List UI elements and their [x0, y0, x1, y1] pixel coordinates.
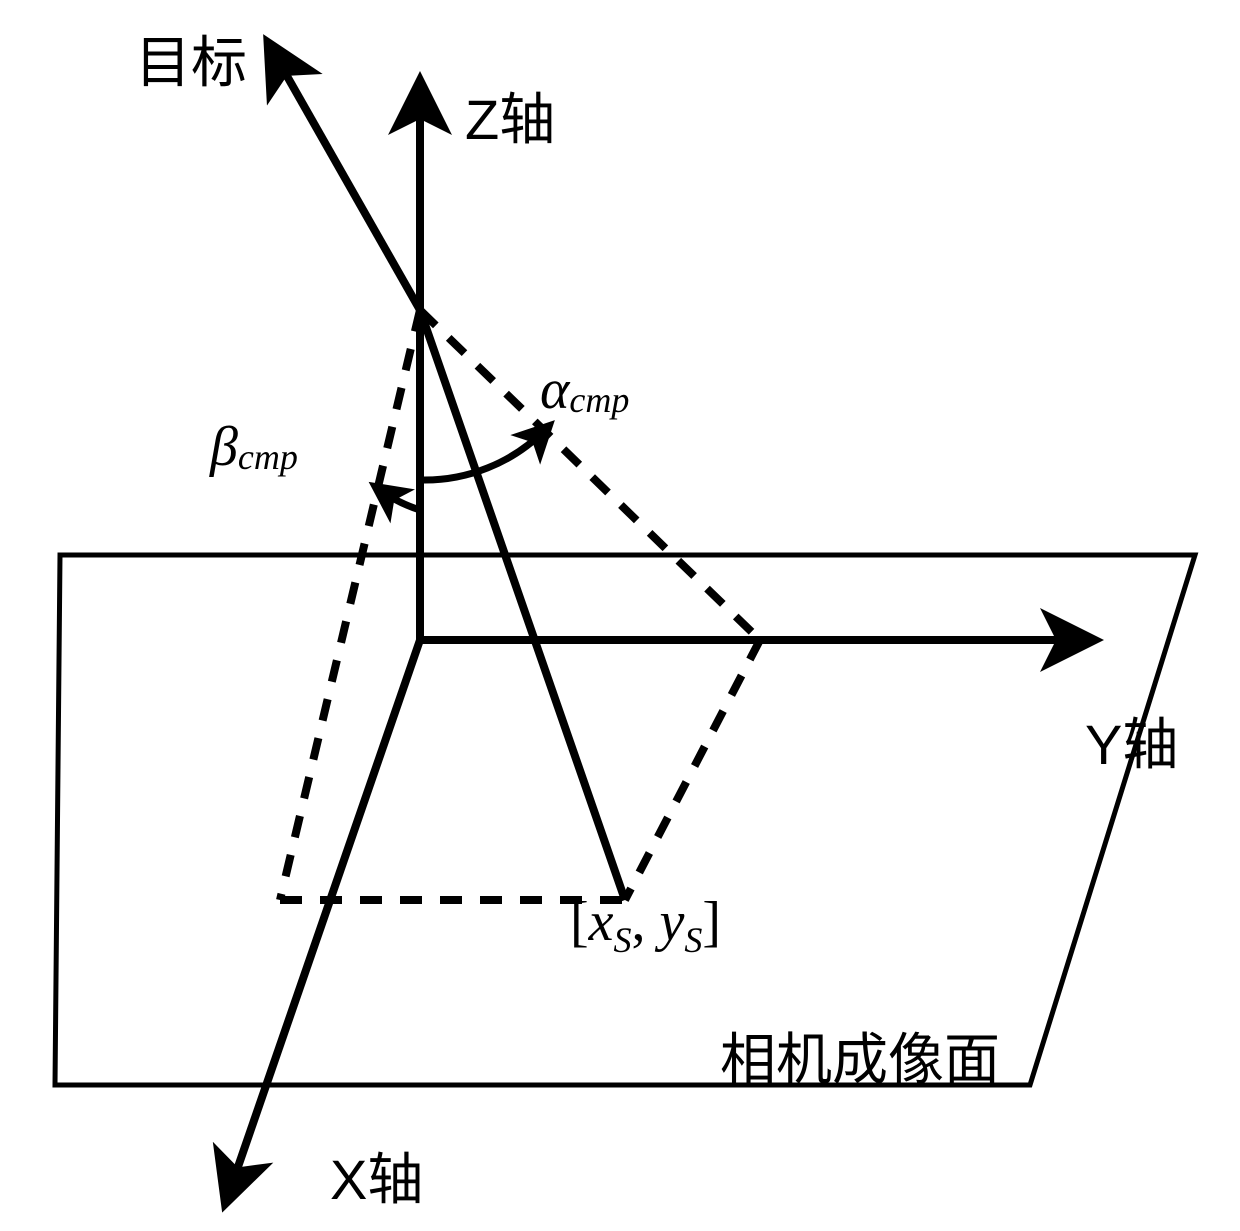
beta-label: βcmp	[210, 415, 298, 479]
alpha-label: αcmp	[540, 358, 629, 422]
beta-sub: cmp	[238, 437, 298, 477]
diagram-svg	[0, 0, 1240, 1231]
y-axis-label: Y轴	[1085, 700, 1178, 781]
beta-symbol: β	[210, 416, 238, 478]
alpha-symbol: α	[540, 359, 569, 421]
target-label: 目标	[135, 18, 247, 99]
plane-label: 相机成像面	[720, 1015, 1000, 1096]
x-axis-label: X轴	[330, 1135, 423, 1216]
alpha-sub: cmp	[569, 380, 629, 420]
projection-point-label: [xS, yS]	[570, 890, 721, 961]
z-axis-label: Z轴	[465, 75, 555, 156]
diagram-canvas: 目标 Z轴 Y轴 X轴 相机成像面 αcmp βcmp [xS, yS]	[0, 0, 1240, 1231]
